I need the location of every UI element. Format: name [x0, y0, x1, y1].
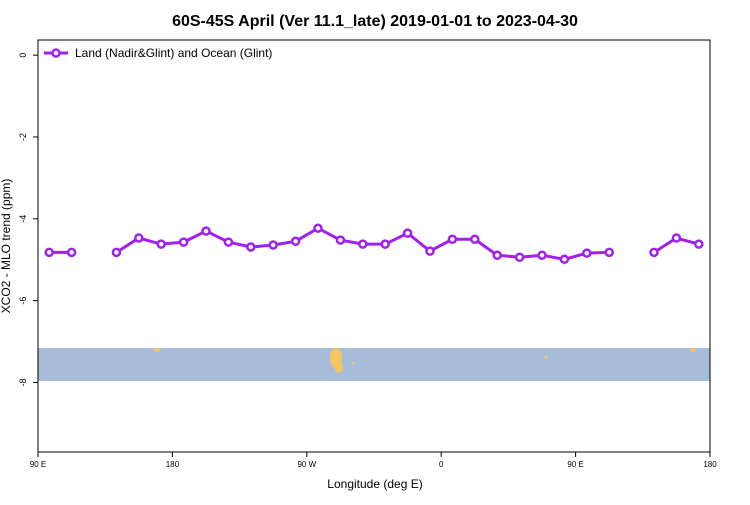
x-tick-label: 180 [703, 460, 717, 469]
point [649, 247, 659, 258]
point [313, 223, 323, 233]
y-tick-label: -6 [18, 297, 28, 305]
point [694, 239, 704, 249]
map-band [38, 348, 710, 381]
x-tick-label: 90 E [30, 460, 46, 469]
plot-frame [37, 39, 711, 453]
point [290, 236, 301, 247]
x-tick-label: 90 E [567, 460, 583, 469]
point [492, 250, 502, 260]
point [111, 247, 122, 258]
point [402, 228, 413, 238]
y-tick-label: 0 [18, 53, 28, 58]
chart-title: 60S-45S April (Ver 11.1_late) 2019-01-01… [172, 13, 578, 30]
land-shapes [154, 348, 696, 373]
legend-marker [51, 48, 61, 58]
point [447, 234, 458, 244]
point [66, 247, 77, 258]
point [582, 248, 592, 258]
point [425, 246, 435, 256]
point [470, 234, 480, 244]
point [537, 250, 547, 260]
series-line [49, 226, 700, 261]
point [671, 233, 682, 243]
x-tick-label: 0 [439, 460, 444, 469]
point [156, 239, 166, 249]
x-tick-label: 90 W [297, 460, 316, 469]
y-tick-label: -8 [18, 378, 28, 386]
point [358, 239, 368, 249]
y-axis-label: XCO2 - MLO trend (ppm) [0, 179, 13, 314]
point [44, 247, 54, 258]
point [604, 247, 614, 258]
x-axis-label: Longitude (deg E) [327, 477, 422, 491]
point [268, 240, 278, 250]
x-tick-label: 180 [166, 460, 180, 469]
legend-label: Land (Nadir&Glint) and Ocean (Glint) [75, 46, 272, 60]
point [380, 239, 390, 249]
point [335, 235, 346, 245]
point [201, 226, 211, 236]
point [223, 237, 234, 247]
point [178, 237, 189, 247]
y-tick-label: -2 [18, 133, 28, 141]
point [246, 242, 256, 252]
y-tick-label: -4 [18, 215, 28, 223]
point [514, 252, 525, 263]
point [134, 233, 144, 243]
point [559, 254, 570, 265]
